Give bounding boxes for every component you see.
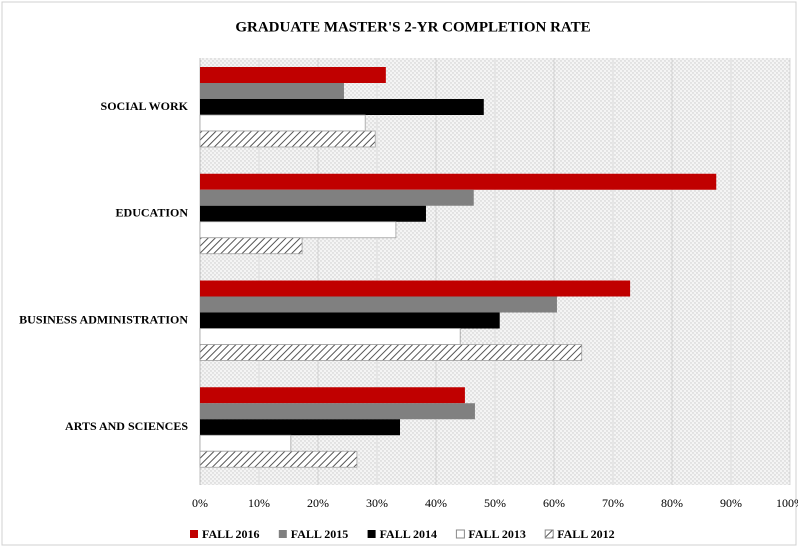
legend-label: FALL 2016 xyxy=(202,527,259,541)
legend-label: FALL 2012 xyxy=(557,527,614,541)
bar xyxy=(200,312,500,329)
legend-swatch xyxy=(544,529,554,539)
x-tick-label: 20% xyxy=(307,496,329,510)
bar xyxy=(199,434,292,452)
legend-label: FALL 2015 xyxy=(291,527,348,541)
legend-swatch xyxy=(367,530,376,538)
bar xyxy=(199,237,303,255)
bar xyxy=(200,67,386,83)
x-tick-label: 70% xyxy=(602,496,624,510)
bar xyxy=(199,114,366,132)
legend-swatch xyxy=(278,530,287,538)
bar xyxy=(199,221,397,239)
bar xyxy=(200,387,465,404)
bar xyxy=(200,296,557,313)
x-tick-label: 0% xyxy=(192,496,208,510)
bar xyxy=(200,403,475,420)
legend-swatch xyxy=(190,530,198,538)
chart-title: GRADUATE MASTER'S 2-YR COMPLETION RATE xyxy=(235,19,590,35)
bar xyxy=(200,83,344,99)
x-tick-label: 80% xyxy=(661,496,683,510)
category-label: BUSINESS ADMINISTRATION xyxy=(19,312,188,326)
bar xyxy=(199,130,376,148)
category-label: EDUCATION xyxy=(116,206,189,220)
x-tick-label: 40% xyxy=(425,496,447,510)
legend-label: FALL 2013 xyxy=(468,527,525,541)
x-tick-label: 10% xyxy=(248,496,270,510)
category-label: SOCIAL WORK xyxy=(101,99,189,113)
bar xyxy=(199,328,461,345)
bar xyxy=(199,450,358,468)
category-label: ARTS AND SCIENCES xyxy=(65,419,188,433)
bar xyxy=(200,189,474,206)
x-tick-label: 50% xyxy=(484,496,506,510)
bar xyxy=(200,280,631,297)
bar xyxy=(200,205,426,222)
legend-swatch xyxy=(455,529,465,539)
legend-label: FALL 2014 xyxy=(380,527,437,541)
bar xyxy=(200,419,401,436)
bar xyxy=(199,344,583,361)
bar xyxy=(200,173,717,190)
x-tick-label: 100% xyxy=(776,496,798,510)
x-tick-label: 30% xyxy=(366,496,388,510)
x-tick-label: 90% xyxy=(720,496,742,510)
bar xyxy=(200,99,484,115)
x-tick-label: 60% xyxy=(543,496,565,510)
